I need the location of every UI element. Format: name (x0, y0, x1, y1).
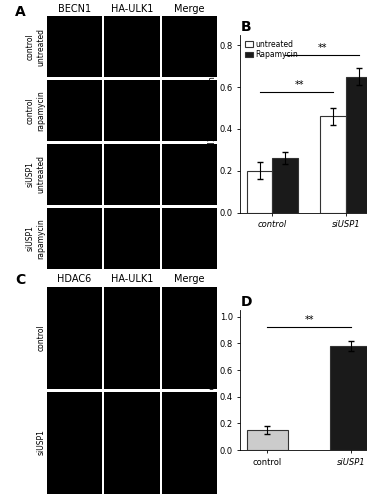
Bar (272, 158, 298, 212)
Bar (330, 346, 367, 450)
Text: **: ** (305, 314, 314, 324)
Text: siUSP1
rapamycin: siUSP1 rapamycin (26, 218, 45, 258)
Text: Merge: Merge (174, 4, 205, 14)
Legend: untreated, Rapamycin: untreated, Rapamycin (244, 39, 299, 60)
Text: control
rapamycin: control rapamycin (26, 90, 45, 131)
Text: Merge: Merge (174, 274, 205, 284)
Y-axis label: ULK1:BECN1 colocalization (%): ULK1:BECN1 colocalization (%) (208, 58, 217, 188)
Bar (247, 170, 272, 212)
Text: control: control (36, 324, 45, 351)
Text: B: B (240, 20, 251, 34)
Text: control
untreated: control untreated (26, 28, 45, 66)
Text: HDAC6: HDAC6 (58, 274, 92, 284)
Text: HA-ULK1: HA-ULK1 (111, 274, 153, 284)
Text: siUSP1
untreated: siUSP1 untreated (26, 156, 45, 194)
Bar (320, 116, 346, 212)
Text: siUSP1: siUSP1 (36, 430, 45, 456)
Text: **: ** (317, 43, 327, 53)
Text: HA-ULK1: HA-ULK1 (111, 4, 153, 14)
Text: D: D (240, 295, 252, 309)
Text: **: ** (295, 80, 305, 90)
Bar (346, 77, 367, 212)
Text: C: C (15, 273, 26, 287)
Bar (247, 430, 288, 450)
Y-axis label: ULK1:HDAC6 colocalization (%): ULK1:HDAC6 colocalization (%) (208, 314, 217, 446)
Text: BECN1: BECN1 (58, 4, 91, 14)
Text: A: A (15, 6, 26, 20)
